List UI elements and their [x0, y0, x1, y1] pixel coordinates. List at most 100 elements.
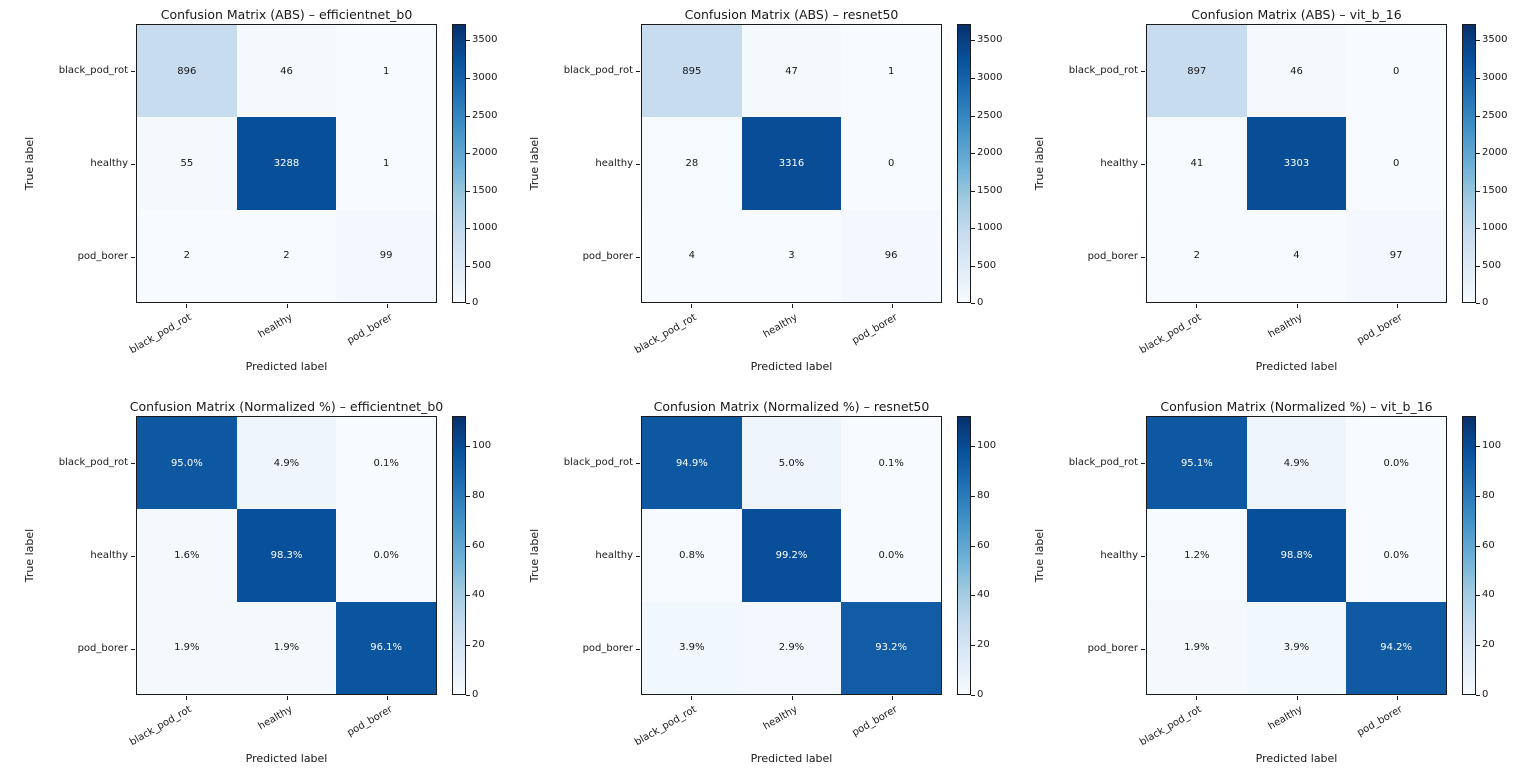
colorbar-tick-label: 100	[472, 440, 492, 451]
y-tick-mark	[131, 164, 135, 165]
y-tick-label: pod_borer	[77, 251, 128, 262]
colorbar-tick-label: 80	[1482, 490, 1495, 501]
colorbar-tick-label: 2500	[472, 110, 498, 121]
heatmap-cell: 3	[741, 209, 842, 302]
colorbar-tick-label: 20	[1482, 639, 1495, 650]
cell-value: 2	[183, 250, 191, 262]
colorbar	[452, 24, 466, 303]
colorbar-tick-mark	[971, 595, 975, 596]
cell-value: 896	[177, 65, 197, 77]
colorbar-tick-mark	[1476, 446, 1480, 447]
heatmap-cell: 0	[841, 117, 941, 210]
heatmap-cell: 3303	[1246, 117, 1347, 210]
colorbar-tick-mark	[971, 496, 975, 497]
colorbar-tick-mark	[466, 228, 470, 229]
heatmap-cell: 99	[336, 209, 436, 302]
colorbar-tick-mark	[971, 228, 975, 229]
x-tick-mark	[1397, 696, 1398, 700]
cell-value: 5.0%	[778, 457, 805, 469]
panel-title: Confusion Matrix (ABS) – vit_b_16	[1191, 7, 1402, 22]
x-axis-label: Predicted label	[750, 360, 833, 373]
cell-value: 3.9%	[1283, 642, 1310, 654]
x-axis-label: Predicted label	[1255, 752, 1338, 765]
y-tick-label: black_pod_rot	[563, 65, 633, 76]
colorbar-tick-mark	[1476, 191, 1480, 192]
cell-value: 0.0%	[1383, 457, 1409, 469]
heatmap-cell: 2	[137, 209, 237, 302]
y-tick-mark	[1141, 71, 1145, 72]
heatmap-cell: 895	[642, 25, 742, 118]
cell-value: 0.1%	[878, 457, 904, 469]
heatmap-cell: 96	[841, 209, 941, 302]
heatmap: 95.0% 4.9% 0.1% 1.6% 98.3% 0.0% 1.9% 1.9% 96.1%	[136, 416, 437, 695]
colorbar-tick-mark	[1476, 546, 1480, 547]
colorbar-tick-label: 2500	[977, 110, 1003, 121]
cell-value: 0	[887, 157, 895, 169]
heatmap-cell: 1	[336, 25, 436, 118]
y-tick-label: black_pod_rot	[1068, 457, 1138, 468]
cell-value: 3.9%	[679, 642, 705, 654]
colorbar-tick-mark	[1476, 266, 1480, 267]
x-tick-mark	[691, 696, 692, 700]
cell-value: 55	[180, 157, 194, 169]
x-tick-mark	[792, 696, 793, 700]
colorbar-tick-label: 0	[472, 689, 479, 700]
cell-value: 0.0%	[878, 549, 904, 561]
y-tick-label: pod_borer	[1087, 251, 1138, 262]
heatmap-cell: 99.2%	[741, 509, 842, 602]
cell-value: 1.2%	[1184, 549, 1210, 561]
colorbar-tick-mark	[971, 446, 975, 447]
cell-value: 99.2%	[775, 549, 808, 561]
colorbar-tick-mark	[1476, 496, 1480, 497]
heatmap-cell: 4	[1246, 209, 1347, 302]
cell-value: 2	[1193, 250, 1201, 262]
colorbar-tick-label: 3500	[977, 34, 1003, 45]
y-tick-mark	[636, 164, 640, 165]
heatmap-cell: 0.1%	[841, 417, 941, 510]
colorbar-tick-label: 0	[977, 297, 984, 308]
colorbar-tick-label: 40	[472, 589, 485, 600]
x-axis-label: Predicted label	[245, 360, 328, 373]
heatmap-cell: 1.9%	[236, 601, 337, 694]
cell-value: 1.9%	[273, 642, 300, 654]
heatmap-cell: 1.2%	[1147, 509, 1247, 602]
y-tick-mark	[636, 71, 640, 72]
y-tick-label: healthy	[595, 550, 633, 561]
heatmap-cell: 0	[1346, 25, 1446, 118]
colorbar-tick-mark	[466, 446, 470, 447]
colorbar-tick-label: 2500	[1482, 110, 1508, 121]
heatmap-cell: 46	[1246, 25, 1347, 118]
colorbar-tick-label: 1500	[977, 185, 1003, 196]
heatmap-cell: 94.9%	[642, 417, 742, 510]
cell-value: 0.0%	[373, 549, 399, 561]
colorbar	[957, 416, 971, 695]
cell-value: 46	[280, 65, 293, 77]
colorbar-tick-label: 0	[472, 297, 479, 308]
y-tick-label: pod_borer	[1087, 643, 1138, 654]
heatmap-cell: 4.9%	[236, 417, 337, 510]
confusion-matrix-panel: Confusion Matrix (Normalized %) – resnet…	[505, 392, 1010, 784]
y-tick-mark	[1141, 164, 1145, 165]
heatmap: 897 46 0 41 3303 0 2 4 97	[1146, 24, 1447, 303]
colorbar-tick-mark	[466, 695, 470, 696]
colorbar-tick-label: 3000	[472, 72, 498, 83]
x-axis-label: Predicted label	[750, 752, 833, 765]
panel-title: Confusion Matrix (Normalized %) – resnet…	[653, 399, 930, 414]
y-tick-mark	[1141, 556, 1145, 557]
colorbar-tick-mark	[466, 191, 470, 192]
x-tick-mark	[1397, 304, 1398, 308]
colorbar	[452, 416, 466, 695]
heatmap-cell: 0.0%	[1346, 509, 1446, 602]
confusion-matrix-panel: Confusion Matrix (Normalized %) – effici…	[0, 392, 505, 784]
cell-value: 99	[379, 250, 393, 262]
colorbar-tick-mark	[1476, 116, 1480, 117]
colorbar-tick-label: 40	[977, 589, 990, 600]
cell-value: 96	[884, 250, 898, 262]
colorbar-tick-mark	[971, 40, 975, 41]
heatmap-cell: 1	[336, 117, 436, 210]
heatmap-cell: 897	[1147, 25, 1247, 118]
cell-value: 1.6%	[174, 549, 200, 561]
colorbar-tick-mark	[971, 266, 975, 267]
colorbar-tick-mark	[466, 266, 470, 267]
cell-value: 3316	[778, 157, 805, 169]
